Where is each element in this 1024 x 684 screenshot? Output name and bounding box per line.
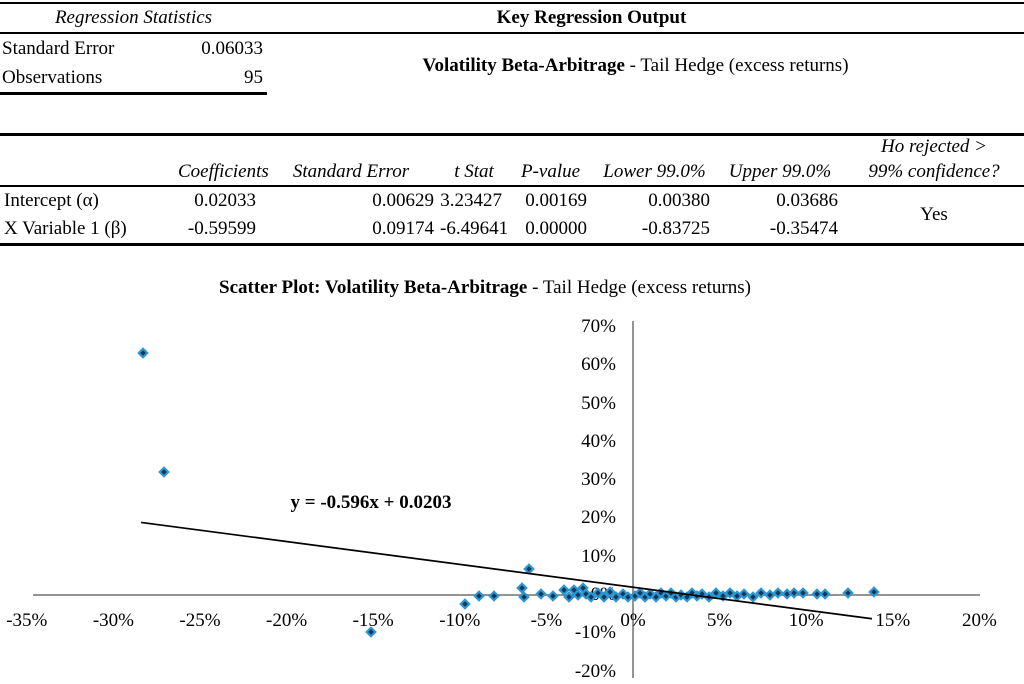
- data-point-marker: [535, 588, 547, 600]
- trendline: [141, 521, 873, 620]
- trendline-equation: y = -0.596x + 0.0203: [290, 492, 452, 513]
- table-row-x-variable: X Variable 1 (β) -0.59599 0.09174 -6.496…: [0, 215, 1024, 244]
- strategy-subtitle: Volatility Beta-Arbitrage - Tail Hedge (…: [247, 55, 1024, 77]
- x-tick-label: -30%: [92, 610, 134, 631]
- y-tick-label: 20%: [581, 507, 616, 529]
- x-variable-lower-99: -0.83725: [641, 217, 710, 239]
- col-header-t-stat: t Stat: [440, 158, 508, 187]
- scatter-plot: Scatter Plot: Volatility Beta-Arbitrage …: [0, 270, 1024, 684]
- top-rule: [0, 2, 1024, 4]
- y-tick-label: -10%: [574, 622, 616, 644]
- x-tick-label: -10%: [439, 610, 481, 631]
- intercept-upper-99: 0.03686: [776, 190, 838, 211]
- ho-rejected-value: Yes: [920, 203, 948, 225]
- table-row: Observations 95: [0, 63, 267, 92]
- data-point-marker: [547, 590, 559, 602]
- table-header-row: Ho rejected >: [0, 135, 1024, 159]
- ho-header-line1: Ho rejected >: [880, 136, 988, 157]
- table-row: Standard Error 0.06033: [0, 34, 267, 63]
- chart-title-rest: - Tail Hedge (excess returns): [527, 277, 751, 298]
- ho-header-line2: 99% confidence?: [844, 158, 1024, 187]
- stat-label: Observations: [2, 66, 103, 88]
- data-point-marker: [523, 563, 535, 575]
- data-point-marker: [137, 347, 149, 359]
- x-variable-t-stat: -6.49641: [440, 217, 509, 239]
- y-tick-label: 50%: [581, 392, 616, 414]
- row-label-intercept: Intercept (α): [4, 190, 99, 211]
- trendline-layer: [141, 521, 873, 620]
- table-header-row: Coefficients Standard Error t Stat P-val…: [0, 158, 1024, 187]
- intercept-p-value: 0.00169: [525, 190, 587, 211]
- data-point-marker: [797, 587, 809, 599]
- x-variable-upper-99: -0.35474: [769, 217, 838, 239]
- col-header-coefficients: Coefficients: [178, 158, 269, 187]
- key-regression-output-title: Key Regression Output: [496, 7, 687, 28]
- y-tick-label: 70%: [581, 315, 616, 337]
- y-tick-label: 30%: [581, 469, 616, 491]
- stat-value: 95: [244, 66, 263, 88]
- col-header-upper-99: Upper 99.0%: [716, 158, 844, 187]
- x-tick-label: 0%: [620, 610, 646, 631]
- intercept-coefficient: 0.02033: [194, 190, 256, 211]
- y-tick-label: 40%: [581, 430, 616, 452]
- row-label-x-variable: X Variable 1 (β): [4, 217, 127, 239]
- data-point-marker: [842, 587, 854, 599]
- col-header-standard-error: Standard Error: [262, 158, 440, 187]
- x-variable-standard-error: 0.09174: [372, 217, 434, 239]
- y-tick-label: 10%: [581, 545, 616, 567]
- coefficients-table: Ho rejected > Coefficients Standard Erro…: [0, 133, 1024, 246]
- intercept-lower-99: 0.00380: [648, 190, 710, 211]
- x-tick-label: -35%: [6, 610, 48, 631]
- data-point-marker: [819, 588, 831, 600]
- regression-statistics-title: Regression Statistics: [0, 4, 267, 34]
- chart-title-bold: Scatter Plot: Volatility Beta-Arbitrage: [219, 277, 528, 298]
- x-variable-p-value: 0.00000: [525, 217, 587, 239]
- x-variable-coefficient: -0.59599: [187, 217, 256, 239]
- x-tick-label: -20%: [266, 610, 308, 631]
- stat-label: Standard Error: [2, 37, 115, 59]
- x-tick-label: 5%: [706, 610, 733, 631]
- key-regression-output-header: Key Regression Output: [247, 4, 1024, 34]
- x-tick-label: 10%: [788, 610, 824, 631]
- regression-statistics-table: Regression Statistics Standard Error 0.0…: [0, 4, 267, 95]
- data-point-marker: [157, 466, 170, 478]
- x-tick-label: -5%: [530, 610, 563, 631]
- data-point-marker: [459, 598, 471, 610]
- stat-value: 0.06033: [201, 37, 263, 59]
- data-point-marker: [518, 591, 530, 603]
- intercept-t-stat: 3.23427: [440, 190, 502, 211]
- chart-title: Scatter Plot: Volatility Beta-Arbitrage …: [0, 277, 970, 299]
- col-header-lower-99: Lower 99.0%: [593, 158, 716, 187]
- strategy-description: - Tail Hedge (excess returns): [624, 55, 849, 76]
- y-tick-label: -20%: [574, 660, 616, 682]
- table-row-intercept: Intercept (α) 0.02033 0.00629 3.23427 0.…: [0, 186, 1024, 225]
- intercept-standard-error: 0.00629: [372, 190, 434, 211]
- x-tick-label: 15%: [875, 610, 911, 631]
- data-point-marker: [473, 590, 485, 602]
- col-header-p-value: P-value: [508, 158, 593, 187]
- data-point-marker: [488, 590, 501, 602]
- strategy-name: Volatility Beta-Arbitrage: [422, 55, 625, 76]
- x-tick-label: -25%: [179, 610, 221, 631]
- x-axis-line: [33, 594, 980, 596]
- y-axis-line: [632, 321, 634, 678]
- y-tick-label: 60%: [581, 354, 616, 376]
- x-tick-label: 20%: [961, 610, 997, 631]
